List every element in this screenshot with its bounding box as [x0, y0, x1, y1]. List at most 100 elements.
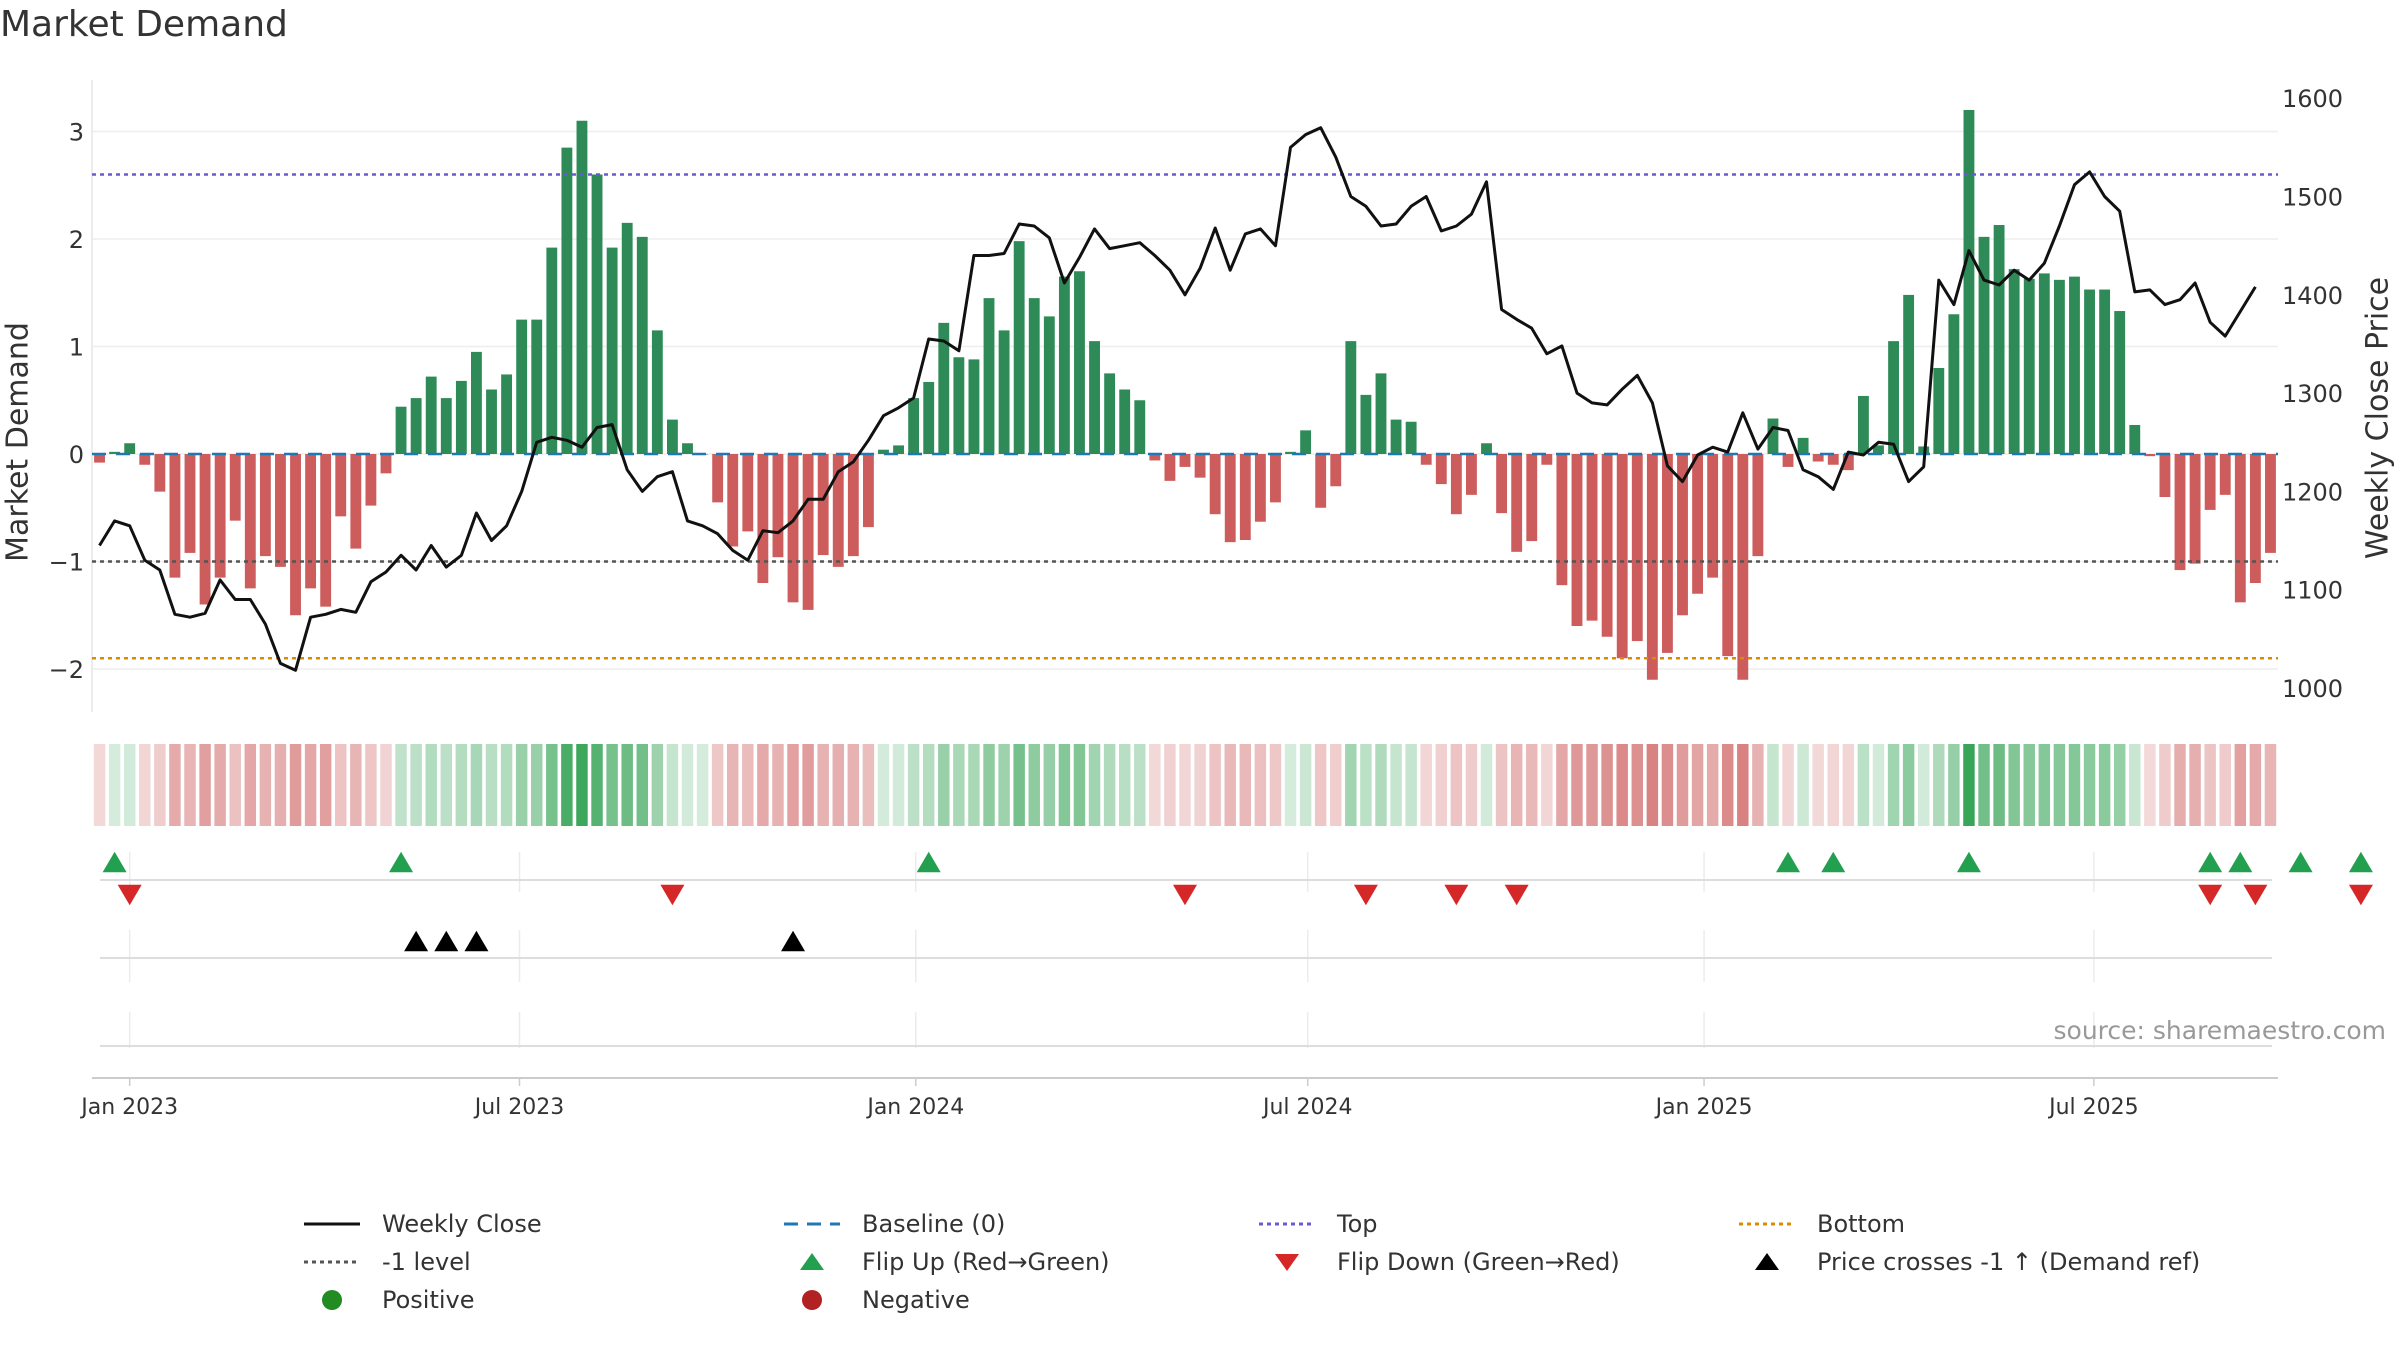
demand-bar: [214, 454, 226, 578]
heat-strip-cell: [1706, 744, 1719, 826]
heat-strip-cell: [214, 744, 226, 826]
legend-item: Baseline (0): [780, 1210, 1005, 1238]
heat-strip-cell: [93, 744, 106, 826]
heat-strip-cell: [1028, 744, 1040, 826]
demand-bar: [1209, 454, 1221, 515]
demand-bar: [1164, 454, 1176, 481]
demand-bar: [802, 454, 814, 610]
heat-strip-cell: [154, 744, 166, 826]
heat-strip-cell: [1269, 744, 1282, 826]
demand-bar: [862, 454, 874, 528]
heat-strip-cell: [2038, 744, 2051, 826]
flip-up-marker: [1776, 851, 1801, 873]
right-tick-label: 1600: [2282, 85, 2343, 113]
heat-strip-cell: [1405, 744, 1417, 826]
demand-bar: [229, 454, 241, 521]
heat-strip-cell: [2144, 744, 2156, 826]
heat-strip-cell: [726, 744, 739, 826]
heat-strip-cell: [2219, 744, 2231, 826]
heat-strip-cell: [1948, 744, 1960, 826]
legend-swatch: [802, 1290, 822, 1310]
demand-bar: [1405, 421, 1417, 454]
demand-bar: [290, 454, 301, 616]
demand-bar: [350, 454, 362, 549]
flip-down-marker: [1173, 884, 1197, 906]
demand-bar: [727, 454, 739, 547]
demand-bar: [1074, 271, 1085, 454]
heat-strip-cell: [1209, 744, 1221, 826]
heat-strip-cell: [832, 744, 844, 826]
demand-bar: [335, 454, 347, 517]
demand-bar: [893, 445, 904, 454]
heat-strip-cell: [1827, 744, 1839, 826]
legend-item: Bottom: [1735, 1210, 1905, 1238]
legend-label: Negative: [862, 1286, 970, 1314]
legend-label: Weekly Close: [382, 1210, 542, 1238]
heat-strip-cell: [139, 744, 151, 826]
demand-bar: [320, 454, 332, 607]
demand-bar: [1631, 454, 1643, 642]
demand-bar: [169, 454, 181, 578]
demand-bar: [1646, 454, 1658, 680]
legend-label: Top: [1337, 1210, 1378, 1238]
demand-bar: [968, 359, 980, 454]
heat-strip-cell: [877, 744, 890, 826]
heat-strip-cell: [1782, 744, 1794, 826]
heat-strip-cell: [123, 744, 136, 826]
demand-bar: [682, 443, 693, 454]
heat-strip-cell: [1737, 744, 1749, 826]
flip-down-marker: [117, 884, 142, 906]
demand-bar: [2084, 289, 2095, 454]
legend-swatch: [322, 1290, 342, 1310]
heat-strip-cell: [1661, 744, 1674, 826]
heat-strip-cell: [2098, 744, 2111, 826]
heat-strip-cell: [2129, 744, 2141, 826]
demand-bar: [1752, 454, 1764, 557]
heat-strip-cell: [1179, 744, 1191, 826]
heat-strip-cell: [380, 744, 392, 826]
demand-bar: [576, 120, 588, 454]
x-tick-label: Jan 2025: [1654, 1095, 1753, 1120]
heat-strip-cell: [1088, 744, 1101, 826]
demand-bar: [184, 454, 196, 553]
heat-strip-cell: [1646, 744, 1659, 826]
heat-strip-cell: [350, 744, 362, 826]
heat-strip-cell: [1963, 744, 1975, 826]
heat-strip-cell: [319, 744, 332, 826]
heat-strip-cell: [1933, 744, 1945, 826]
legend-label: -1 level: [382, 1248, 471, 1276]
heat-strip-cell: [1314, 744, 1327, 826]
demand-bar: [305, 454, 317, 589]
demand-bar: [621, 222, 633, 454]
demand-bar: [2265, 454, 2276, 553]
heat-strip-cell: [531, 744, 543, 826]
demand-bar: [1586, 454, 1598, 621]
heat-strip-cell: [711, 744, 724, 826]
legend-item: Flip Up (Red→Green): [780, 1248, 1110, 1276]
demand-bar: [1481, 443, 1492, 454]
demand-bar: [1782, 454, 1794, 467]
left-tick-label: 1: [69, 334, 84, 362]
demand-bar: [1119, 389, 1131, 454]
heat-strip-cell: [666, 744, 679, 826]
heat-strip-cell: [395, 744, 407, 826]
heat-strip-cell: [922, 744, 935, 826]
demand-bar: [1737, 454, 1749, 680]
demand-bar: [440, 398, 452, 454]
demand-bar: [531, 319, 543, 454]
demand-bar: [938, 322, 950, 454]
heat-strip-cell: [576, 744, 588, 826]
heat-strip-cell: [907, 744, 920, 826]
flip-up-marker: [2228, 851, 2253, 873]
price-cross-marker: [404, 930, 429, 952]
heat-strip-cell: [2204, 744, 2216, 826]
heat-strip-cell: [983, 744, 995, 826]
heat-strip-cell: [546, 744, 558, 826]
flip-up-marker: [1956, 851, 1981, 873]
x-tick-label: Jul 2023: [473, 1095, 565, 1120]
demand-bar: [1526, 454, 1538, 542]
demand-bar: [109, 451, 121, 454]
heat-strip-cell: [1480, 744, 1493, 826]
demand-bar: [561, 147, 573, 454]
